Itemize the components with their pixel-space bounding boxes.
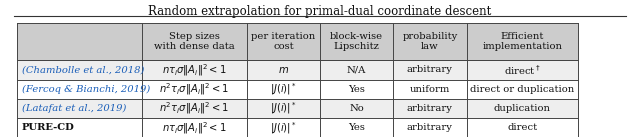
Text: N/A: N/A	[347, 65, 366, 74]
Text: probability
law: probability law	[403, 32, 458, 51]
FancyBboxPatch shape	[17, 99, 578, 118]
Text: Step sizes
with dense data: Step sizes with dense data	[154, 32, 234, 51]
Text: direct: direct	[508, 123, 538, 132]
Text: direct$^\dagger$: direct$^\dagger$	[504, 63, 541, 77]
Text: arbitrary: arbitrary	[407, 65, 453, 74]
Text: uniform: uniform	[410, 85, 450, 94]
Text: $n\tau_i\sigma\|A_i\|^2 < 1$: $n\tau_i\sigma\|A_i\|^2 < 1$	[162, 120, 227, 136]
Text: (Latafat et al., 2019): (Latafat et al., 2019)	[22, 104, 126, 113]
Text: $|J(i)|^*$: $|J(i)|^*$	[270, 101, 297, 116]
Text: $|J(i)|^*$: $|J(i)|^*$	[270, 81, 297, 97]
Text: Random extrapolation for primal-dual coordinate descent: Random extrapolation for primal-dual coo…	[148, 5, 492, 18]
Text: Yes: Yes	[348, 123, 365, 132]
Text: $m$: $m$	[278, 65, 289, 75]
Text: per iteration
cost: per iteration cost	[252, 32, 316, 51]
Text: $n\tau_i\sigma\|A_i\|^2 < 1$: $n\tau_i\sigma\|A_i\|^2 < 1$	[162, 62, 227, 78]
Text: $|J(i)|^*$: $|J(i)|^*$	[270, 120, 297, 136]
FancyBboxPatch shape	[17, 118, 578, 137]
Text: $n^2\tau_i\sigma\|A_i\|^2 < 1$: $n^2\tau_i\sigma\|A_i\|^2 < 1$	[159, 101, 229, 116]
Text: direct or duplication: direct or duplication	[470, 85, 575, 94]
FancyBboxPatch shape	[17, 60, 578, 79]
Text: (Chambolle et al., 2018): (Chambolle et al., 2018)	[22, 65, 144, 74]
FancyBboxPatch shape	[17, 79, 578, 99]
Text: PURE-CD: PURE-CD	[22, 123, 74, 132]
FancyBboxPatch shape	[17, 23, 578, 60]
Text: No: No	[349, 104, 364, 113]
Text: duplication: duplication	[494, 104, 551, 113]
Text: (Fercoq & Bianchi, 2019): (Fercoq & Bianchi, 2019)	[22, 85, 150, 94]
Text: $n^2\tau_i\sigma\|A_i\|^2 < 1$: $n^2\tau_i\sigma\|A_i\|^2 < 1$	[159, 81, 229, 97]
Text: block-wise
Lipschitz: block-wise Lipschitz	[330, 32, 383, 51]
Text: Yes: Yes	[348, 85, 365, 94]
Text: Efficient
implementation: Efficient implementation	[483, 32, 563, 51]
Text: arbitrary: arbitrary	[407, 104, 453, 113]
Text: arbitrary: arbitrary	[407, 123, 453, 132]
